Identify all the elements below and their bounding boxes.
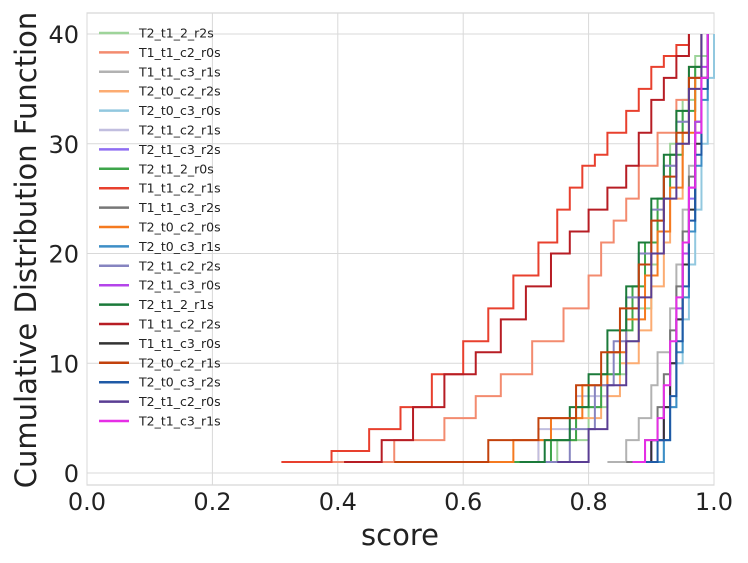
legend-label: T1_t1_c2_r0s — [138, 45, 221, 60]
legend-label: T2_t1_c2_r2s — [138, 258, 221, 273]
x-tick-label: 1.0 — [695, 488, 733, 516]
legend-label: T1_t1_c3_r1s — [138, 64, 221, 79]
legend-label: T1_t1_c3_r2s — [138, 200, 221, 215]
legend-label: T2_t1_c3_r2s — [138, 142, 221, 157]
legend-label: T2_t0_c3_r1s — [138, 239, 221, 254]
y-tick-label: 10 — [48, 350, 79, 378]
axis-tick-labels: 0.0 0.2 0.4 0.6 0.8 1.0 0 10 20 30 40 — [48, 21, 733, 516]
y-tick-label: 40 — [48, 21, 79, 49]
x-tick-label: 0.0 — [68, 488, 106, 516]
series-lines — [281, 34, 715, 464]
legend: T2_t1_2_r2s T1_t1_c2_r0s T1_t1_c3_r1s T2_t0… — [99, 26, 221, 429]
series-line-T1_t1_c2_r1s — [281, 34, 690, 464]
legend-label: T2_t0_c3_r0s — [138, 103, 221, 118]
legend-label: T2_t1_2_r0s — [138, 161, 214, 176]
legend-label: T2_t0_c3_r2s — [138, 375, 221, 390]
legend-label: T2_t0_c2_r0s — [138, 220, 221, 235]
legend-label: T2_t1_c2_r1s — [138, 123, 221, 138]
x-axis-title: score — [361, 518, 439, 552]
series-line-T2_t1_c2_r0s — [557, 34, 703, 464]
series-line-T2_t1_c3_r1s — [632, 34, 709, 464]
legend-label: T2_t1_2_r1s — [138, 297, 214, 312]
legend-label: T1_t1_c2_r2s — [138, 317, 221, 332]
x-tick-label: 0.6 — [444, 488, 482, 516]
y-tick-label: 20 — [48, 241, 79, 269]
legend-label: T2_t0_c2_r2s — [138, 84, 221, 99]
series-line-T1_t1_c2_r2s — [344, 34, 690, 464]
legend-label: T2_t1_c2_r0s — [138, 394, 221, 409]
legend-label: T2_t1_c3_r0s — [138, 278, 221, 293]
legend-label: T1_t1_c3_r0s — [138, 336, 221, 351]
legend-label: T2_t1_c3_r1s — [138, 414, 221, 429]
legend-label: T2_t0_c2_r1s — [138, 355, 221, 370]
legend-label: T1_t1_c2_r1s — [138, 181, 221, 196]
x-tick-label: 0.2 — [193, 488, 231, 516]
x-tick-label: 0.4 — [319, 488, 357, 516]
y-axis-title: Cumulative Distribution Function — [9, 12, 43, 489]
y-tick-label: 30 — [48, 131, 79, 159]
y-tick-label: 0 — [64, 460, 79, 488]
legend-label: T2_t1_2_r2s — [138, 26, 214, 41]
x-tick-label: 0.8 — [570, 488, 608, 516]
grid-lines — [86, 13, 715, 485]
